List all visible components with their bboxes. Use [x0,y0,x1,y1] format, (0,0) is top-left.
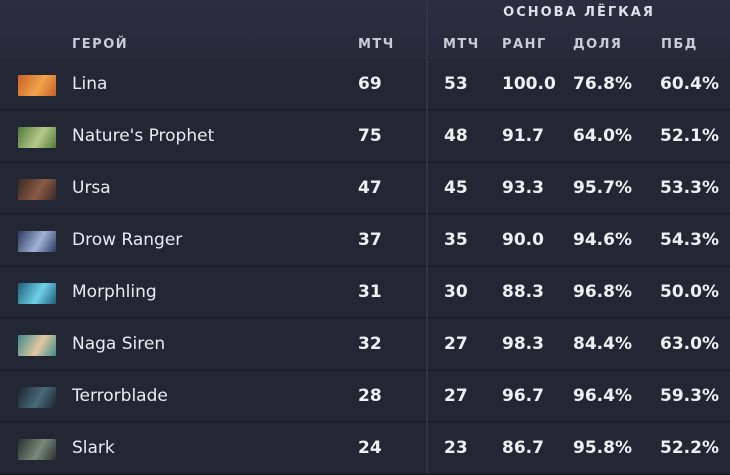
column-header-share[interactable]: ДОЛЯ [573,37,623,52]
matches-cell: 45 [444,178,468,198]
matches-cell: 27 [444,386,468,406]
table-row[interactable]: Morphling 31 30 88.3 96.8% 50.0% [0,267,730,319]
matches-cell: 48 [444,126,468,146]
table-row[interactable]: Naga Siren 32 27 98.3 84.4% 63.0% [0,319,730,371]
slark-portrait-icon [18,439,56,460]
rank-cell: 88.3 [502,282,544,302]
hero-name[interactable]: Terrorblade [72,386,168,406]
share-cell: 94.6% [573,230,632,250]
table-row[interactable]: Nature's Prophet 75 48 91.7 64.0% 52.1% [0,111,730,163]
matches-cell: 35 [444,230,468,250]
matches-total-cell: 28 [358,386,382,406]
group-title: ОСНОВА ЛЁГКАЯ [503,5,655,20]
rank-cell: 86.7 [502,438,544,458]
table-header: ОСНОВА ЛЁГКАЯ ГЕРОЙ МТЧ МТЧ РАНГ ДОЛЯ ПБ… [0,0,730,59]
rank-cell: 91.7 [502,126,544,146]
hero-name[interactable]: Slark [72,438,115,458]
column-header-rank[interactable]: РАНГ [502,37,547,52]
hero-name[interactable]: Ursa [72,178,111,198]
hero-name[interactable]: Morphling [72,282,157,302]
drow-ranger-portrait-icon [18,231,56,252]
column-header-hero[interactable]: ГЕРОЙ [72,37,129,52]
winrate-cell: 63.0% [660,334,719,354]
row-separator [0,213,730,215]
rank-cell: 90.0 [502,230,544,250]
morphling-portrait-icon [18,283,56,304]
table-row[interactable]: Slark 24 23 86.7 95.8% 52.2% [0,423,730,475]
row-separator [0,161,730,163]
matches-cell: 30 [444,282,468,302]
row-separator [0,265,730,267]
natures-prophet-portrait-icon [18,127,56,148]
hero-name[interactable]: Lina [72,74,108,94]
row-separator [0,317,730,319]
hero-name[interactable]: Nature's Prophet [72,126,215,146]
matches-cell: 53 [444,74,468,94]
matches-total-cell: 24 [358,438,382,458]
share-cell: 64.0% [573,126,632,146]
winrate-cell: 50.0% [660,282,719,302]
matches-total-cell: 31 [358,282,382,302]
ursa-portrait-icon [18,179,56,200]
column-header-matches[interactable]: МТЧ [443,37,480,52]
share-cell: 84.4% [573,334,632,354]
terrorblade-portrait-icon [18,387,56,408]
matches-total-cell: 69 [358,74,382,94]
winrate-cell: 60.4% [660,74,719,94]
matches-cell: 23 [444,438,468,458]
table-row[interactable]: Terrorblade 28 27 96.7 96.4% 59.3% [0,371,730,423]
rank-cell: 96.7 [502,386,544,406]
column-header-matches-total[interactable]: МТЧ [358,37,395,52]
matches-total-cell: 37 [358,230,382,250]
share-cell: 76.8% [573,74,632,94]
share-cell: 96.8% [573,282,632,302]
share-cell: 96.4% [573,386,632,406]
table-row[interactable]: Drow Ranger 37 35 90.0 94.6% 54.3% [0,215,730,267]
matches-total-cell: 32 [358,334,382,354]
winrate-cell: 54.3% [660,230,719,250]
table-row[interactable]: Ursa 47 45 93.3 95.7% 53.3% [0,163,730,215]
matches-cell: 27 [444,334,468,354]
rank-cell: 100.0 [502,74,556,94]
share-cell: 95.8% [573,438,632,458]
row-separator [0,109,730,111]
table-row[interactable]: Lina 69 53 100.0 76.8% 60.4% [0,59,730,111]
matches-total-cell: 47 [358,178,382,198]
hero-name[interactable]: Drow Ranger [72,230,183,250]
column-divider [426,0,428,473]
row-separator [0,369,730,371]
winrate-cell: 59.3% [660,386,719,406]
winrate-cell: 52.1% [660,126,719,146]
winrate-cell: 53.3% [660,178,719,198]
column-header-winrate[interactable]: ПБД [661,37,698,52]
rank-cell: 98.3 [502,334,544,354]
row-separator [0,421,730,423]
winrate-cell: 52.2% [660,438,719,458]
rank-cell: 93.3 [502,178,544,198]
lina-portrait-icon [18,75,56,96]
share-cell: 95.7% [573,178,632,198]
hero-name[interactable]: Naga Siren [72,334,166,354]
naga-siren-portrait-icon [18,335,56,356]
matches-total-cell: 75 [358,126,382,146]
